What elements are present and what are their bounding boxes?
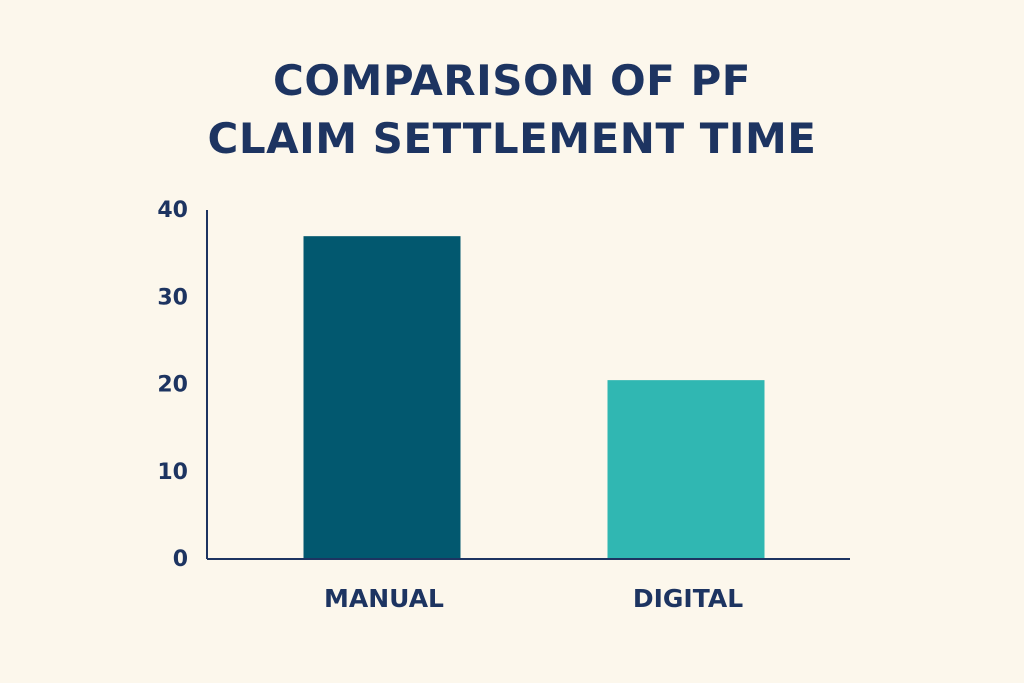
bars-layer <box>303 236 765 560</box>
axes-layer <box>206 210 850 560</box>
y-tick-labels: 0 10 20 30 40 <box>157 198 188 572</box>
chart-title-line-1: COMPARISON OF PF <box>273 56 751 105</box>
y-tick-label-30: 30 <box>157 285 188 310</box>
y-tick-label-40: 40 <box>157 198 188 223</box>
y-tick-label-20: 20 <box>157 373 188 398</box>
bar-digital <box>607 380 765 559</box>
category-label-manual: MANUAL <box>324 584 444 613</box>
y-tick-label-10: 10 <box>157 460 188 485</box>
bar-manual <box>303 236 461 560</box>
x-category-labels: MANUAL DIGITAL <box>324 584 743 613</box>
chart-title-line-2: CLAIM SETTLEMENT TIME <box>207 114 817 163</box>
y-tick-label-0: 0 <box>173 547 188 572</box>
chart-title: COMPARISON OF PF CLAIM SETTLEMENT TIME <box>0 52 1024 168</box>
category-label-digital: DIGITAL <box>633 584 743 613</box>
